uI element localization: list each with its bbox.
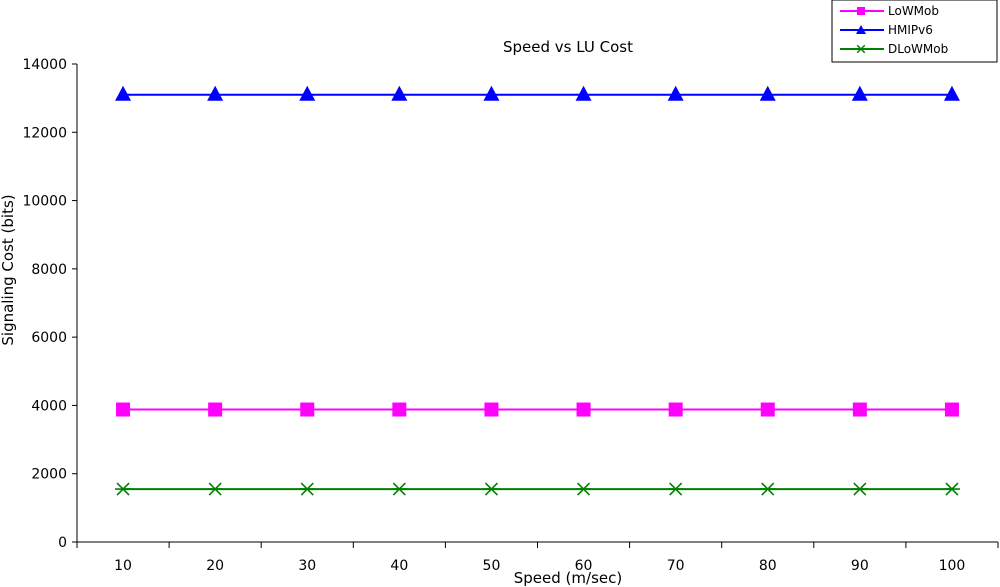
data-point-dlowmob xyxy=(115,482,132,496)
data-point-dlowmob xyxy=(299,482,316,496)
x-tick-label: 20 xyxy=(206,558,224,574)
data-point-hmipv6 xyxy=(759,85,776,101)
x-tick-label: 100 xyxy=(939,558,966,574)
data-point-hmipv6 xyxy=(391,85,408,101)
data-point-hmipv6 xyxy=(115,85,132,101)
data-point-lowmob xyxy=(392,402,407,417)
data-point-lowmob xyxy=(576,402,591,417)
legend-label-hmipv6: HMIPv6 xyxy=(888,23,933,37)
y-tick-label: 4000 xyxy=(31,398,67,414)
x-tick-label: 40 xyxy=(390,558,408,574)
x-tick-label: 70 xyxy=(667,558,685,574)
x-tick-label: 10 xyxy=(114,558,132,574)
data-point-hmipv6 xyxy=(575,85,592,101)
x-tick-label: 30 xyxy=(298,558,316,574)
data-point-dlowmob xyxy=(391,482,408,496)
data-point-hmipv6 xyxy=(483,85,500,101)
y-tick-label: 6000 xyxy=(31,330,67,346)
data-point-hmipv6 xyxy=(851,85,868,101)
data-point-lowmob xyxy=(944,402,959,417)
data-point-lowmob xyxy=(484,402,499,417)
x-tick-label: 90 xyxy=(851,558,869,574)
x-tick-label: 80 xyxy=(759,558,777,574)
legend-marker-dlowmob xyxy=(856,44,866,54)
chart-title: Speed vs LU Cost xyxy=(503,38,633,56)
legend-marker-hmipv6 xyxy=(856,25,866,34)
data-point-hmipv6 xyxy=(667,85,684,101)
y-tick-label: 0 xyxy=(58,535,67,551)
data-point-lowmob xyxy=(208,402,223,417)
legend: LoWMob HMIPv6 DLoWMob xyxy=(831,0,998,63)
data-point-lowmob xyxy=(668,402,683,417)
data-point-lowmob xyxy=(116,402,131,417)
y-tick-label: 2000 xyxy=(31,467,67,483)
data-point-dlowmob xyxy=(207,482,224,496)
x-tick-label: 50 xyxy=(483,558,501,574)
y-tick-label: 14000 xyxy=(22,57,67,73)
legend-label-dlowmob: DLoWMob xyxy=(888,42,948,56)
data-point-lowmob xyxy=(852,402,867,417)
data-point-hmipv6 xyxy=(943,85,960,101)
y-axis-ticks: 0 2000 4000 6000 8000 10000 12000 14000 xyxy=(22,57,77,551)
y-tick-label: 8000 xyxy=(31,262,67,278)
y-tick-label: 12000 xyxy=(22,125,67,141)
data-point-hmipv6 xyxy=(299,85,316,101)
x-axis-label: Speed (m/sec) xyxy=(514,569,622,587)
legend-marker-lowmob xyxy=(857,7,865,15)
data-point-dlowmob xyxy=(575,482,592,496)
data-point-dlowmob xyxy=(667,482,684,496)
legend-label-lowmob: LoWMob xyxy=(888,4,939,18)
y-axis-label: Signaling Cost (bits) xyxy=(0,194,17,345)
data-point-dlowmob xyxy=(851,482,868,496)
series-group xyxy=(115,85,960,496)
x-tick-label: 60 xyxy=(575,558,593,574)
data-point-lowmob xyxy=(300,402,315,417)
data-point-hmipv6 xyxy=(207,85,224,101)
x-axis-ticks: 10 20 30 40 50 60 70 80 90 100 xyxy=(76,542,999,574)
data-point-dlowmob xyxy=(483,482,500,496)
data-point-lowmob xyxy=(760,402,775,417)
data-point-dlowmob xyxy=(943,482,960,496)
data-point-dlowmob xyxy=(759,482,776,496)
y-tick-label: 10000 xyxy=(22,194,67,210)
